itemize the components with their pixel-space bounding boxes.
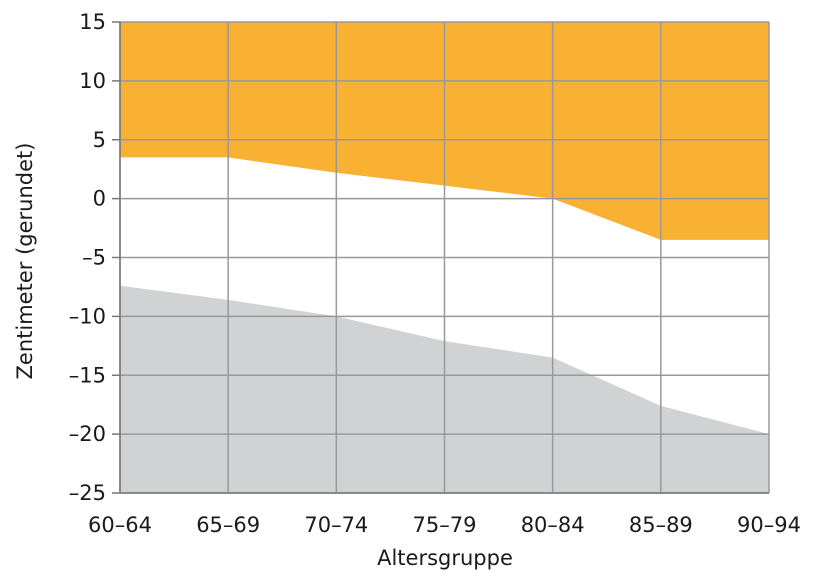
x-tick-label: 70–74 [304,513,368,537]
x-tick-label: 65–69 [196,513,260,537]
y-tick-label: 0 [93,187,106,211]
x-tick-label: 90–94 [737,513,801,537]
y-tick-label: –20 [69,422,106,446]
x-tick-labels: 60–64 65–69 70–74 75–79 80–84 85–89 90–94 [88,513,801,537]
y-axis-title: Zentimeter (gerundet) [13,143,37,380]
x-tick-label: 85–89 [629,513,693,537]
x-tick-label: 60–64 [88,513,152,537]
y-tick-label: 15 [79,10,106,34]
y-tick-label: 10 [79,69,106,93]
y-tick-label: –5 [82,246,106,270]
y-tick-label: 5 [93,128,106,152]
y-tick-label: –25 [69,481,106,505]
y-tick-labels: 15 10 5 0 –5 –10 –15 –20 –25 [69,10,106,505]
x-axis-title: Altersgruppe [377,546,513,570]
y-tick-label: –15 [69,363,106,387]
chart-grid [112,21,770,494]
y-tick-label: –10 [69,304,106,328]
x-tick-label: 75–79 [413,513,477,537]
x-tick-label: 80–84 [521,513,585,537]
